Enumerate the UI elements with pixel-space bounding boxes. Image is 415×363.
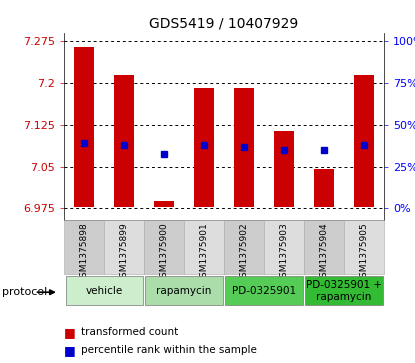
Text: GSM1375898: GSM1375898	[80, 222, 89, 283]
Text: GSM1375902: GSM1375902	[239, 222, 249, 283]
Text: GSM1375900: GSM1375900	[160, 222, 168, 283]
Bar	[344, 220, 384, 274]
Bar	[305, 276, 383, 305]
Text: GSM1375903: GSM1375903	[280, 222, 288, 283]
Bar	[194, 89, 214, 207]
Bar	[184, 220, 224, 274]
Text: GSM1375904: GSM1375904	[320, 222, 328, 283]
Text: PD-0325901: PD-0325901	[232, 286, 296, 296]
Text: ■: ■	[64, 326, 76, 339]
Text: ■: ■	[64, 344, 76, 357]
Title: GDS5419 / 10407929: GDS5419 / 10407929	[149, 16, 299, 30]
Bar	[354, 74, 374, 207]
Text: GSM1375899: GSM1375899	[120, 222, 129, 283]
Bar	[264, 220, 304, 274]
Text: PD-0325901 +
rapamycin: PD-0325901 + rapamycin	[306, 280, 382, 302]
Bar	[74, 46, 94, 207]
Text: percentile rank within the sample: percentile rank within the sample	[81, 345, 257, 355]
Bar	[145, 276, 223, 305]
Bar	[66, 276, 143, 305]
Bar	[224, 220, 264, 274]
Bar	[304, 220, 344, 274]
Bar	[225, 276, 303, 305]
Bar	[104, 220, 144, 274]
Text: transformed count: transformed count	[81, 327, 178, 337]
Bar	[114, 74, 134, 207]
Bar	[144, 220, 184, 274]
Text: rapamycin: rapamycin	[156, 286, 212, 296]
Bar	[274, 131, 294, 207]
Text: vehicle: vehicle	[85, 286, 123, 296]
Bar	[154, 201, 174, 207]
Bar	[64, 220, 104, 274]
Bar	[314, 169, 334, 207]
Text: protocol: protocol	[2, 287, 47, 297]
Bar	[234, 89, 254, 207]
Text: GSM1375905: GSM1375905	[359, 222, 369, 283]
Text: GSM1375901: GSM1375901	[200, 222, 209, 283]
